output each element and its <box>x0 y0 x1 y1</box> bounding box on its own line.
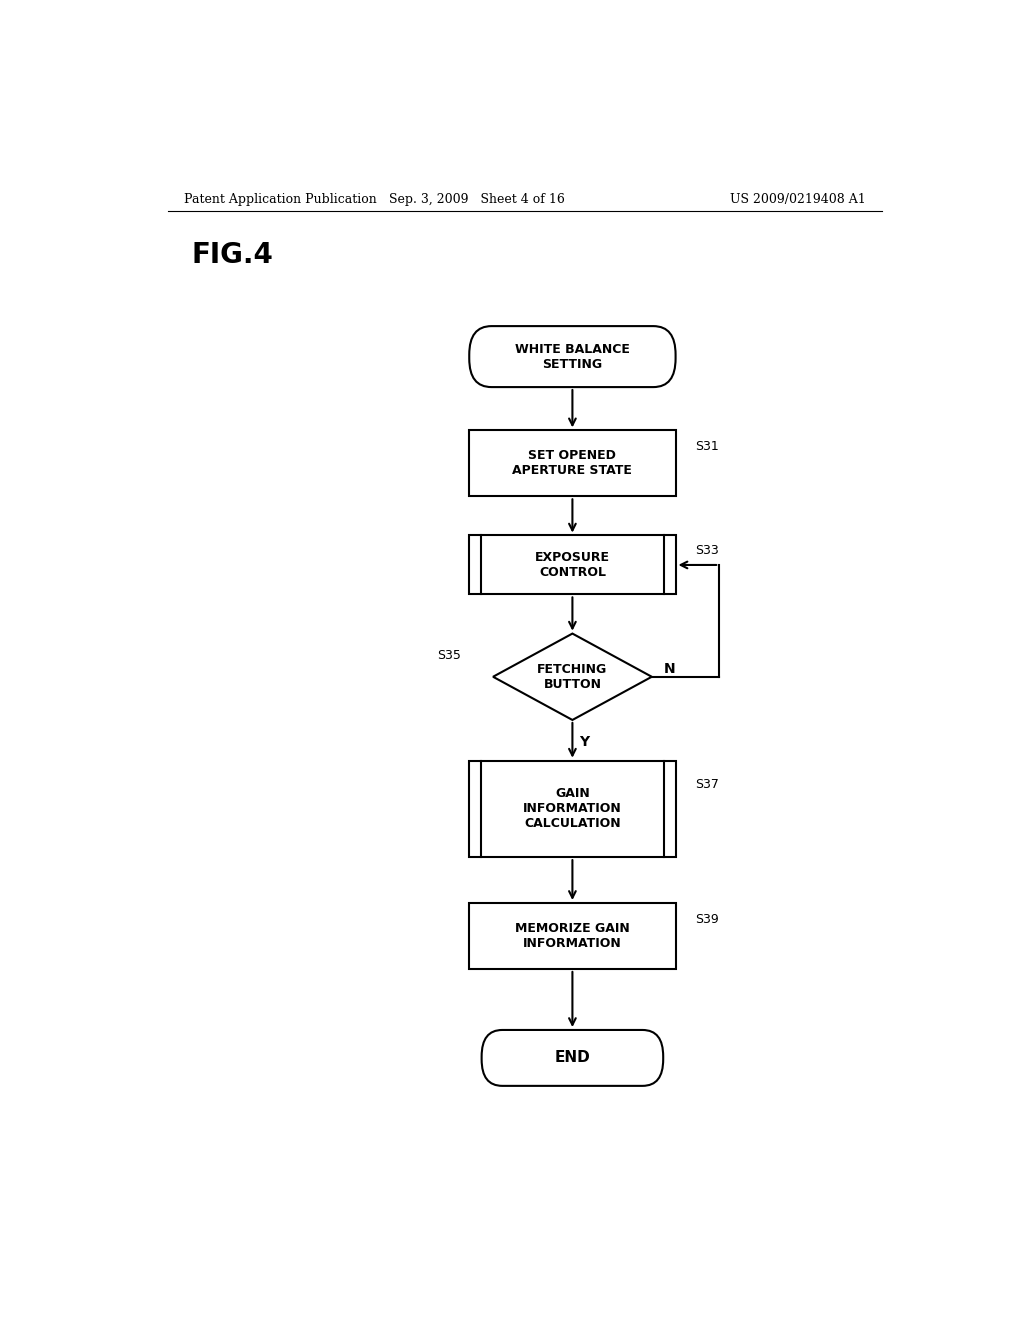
Text: END: END <box>555 1051 590 1065</box>
Text: Y: Y <box>580 735 590 750</box>
Text: US 2009/0219408 A1: US 2009/0219408 A1 <box>730 193 866 206</box>
Bar <box>469 760 676 857</box>
Text: GAIN
INFORMATION
CALCULATION: GAIN INFORMATION CALCULATION <box>523 788 622 830</box>
Polygon shape <box>494 634 652 719</box>
Bar <box>469 430 676 496</box>
Text: EXPOSURE
CONTROL: EXPOSURE CONTROL <box>535 550 610 579</box>
Text: MEMORIZE GAIN
INFORMATION: MEMORIZE GAIN INFORMATION <box>515 921 630 950</box>
Text: S33: S33 <box>695 544 719 557</box>
Text: S37: S37 <box>695 779 719 791</box>
Text: S31: S31 <box>695 441 719 453</box>
Text: S35: S35 <box>437 648 462 661</box>
Text: N: N <box>664 661 675 676</box>
Bar <box>469 536 676 594</box>
Bar <box>469 903 676 969</box>
FancyBboxPatch shape <box>481 1030 664 1086</box>
Text: WHITE BALANCE
SETTING: WHITE BALANCE SETTING <box>515 343 630 371</box>
FancyBboxPatch shape <box>469 326 676 387</box>
Text: FETCHING
BUTTON: FETCHING BUTTON <box>538 663 607 690</box>
Text: FIG.4: FIG.4 <box>191 242 273 269</box>
Text: Sep. 3, 2009   Sheet 4 of 16: Sep. 3, 2009 Sheet 4 of 16 <box>389 193 565 206</box>
Text: S39: S39 <box>695 913 719 925</box>
Text: SET OPENED
APERTURE STATE: SET OPENED APERTURE STATE <box>512 449 633 478</box>
Text: Patent Application Publication: Patent Application Publication <box>183 193 376 206</box>
